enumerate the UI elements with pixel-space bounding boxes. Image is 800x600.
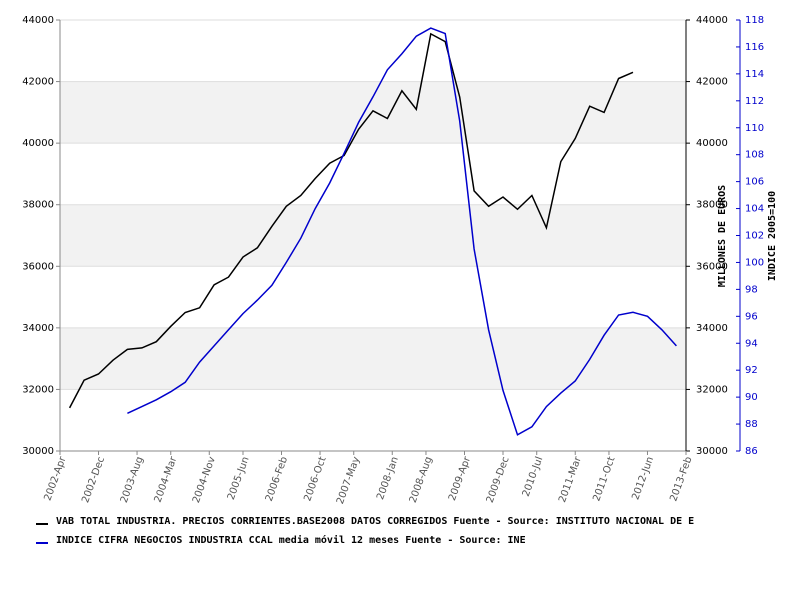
legend-label: INDICE CIFRA NEGOCIOS INDUSTRIA CCAL med… [56,534,526,546]
y2-tick-label: 94 [745,338,758,349]
x-tick-label: 2005-Jun [226,455,252,501]
x-tick-label: 2004-Nov [191,455,218,504]
y2-tick-label: 92 [745,365,758,376]
x-tick-label: 2002-Dec [80,455,107,504]
x-tick-label: 2008-Aug [408,455,435,504]
y-tick-label-right: 36000 [696,261,728,272]
x-tick-label: 2006-Feb [264,455,290,503]
y2-tick-label: 108 [745,150,764,161]
y2-tick-label: 114 [745,69,764,80]
legend-label: VAB TOTAL INDUSTRIA. PRECIOS CORRIENTES.… [56,516,694,527]
y2-tick-label: 96 [745,311,758,322]
y2-tick-label: 110 [745,123,764,134]
series-line [68,32,634,409]
y-tick-label-right: 30000 [696,446,728,457]
y2-tick-label: 98 [745,284,758,295]
x-tick-label: 2009-Apr [447,454,473,502]
y-tick-label-right: 44000 [696,15,728,26]
y2-tick-label: 102 [745,231,764,242]
grid-band [60,204,686,267]
y-axis-title: MILLONES DE EUROS [717,185,728,287]
x-tick-label: 2008-Jan [375,455,401,501]
grid-band [60,327,686,390]
x-tick-label: 2010-Jul [521,455,546,498]
x-tick-label: 2013-Feb [668,455,694,503]
series-line [127,27,677,436]
y-tick-label-right: 40000 [696,138,728,149]
y-tick-label: 30000 [22,446,54,457]
y-tick-label: 34000 [22,323,54,334]
x-tick-label: 2011-Mar [557,454,584,504]
x-tick-label: 2007-May [335,455,362,506]
x-tick-label: 2002-Apr [43,454,69,502]
y-tick-label: 32000 [22,384,54,395]
x-tick-label: 2006-Oct [302,455,328,503]
x-tick-label: 2003-Aug [119,455,146,504]
y-tick-label-right: 32000 [696,384,728,395]
y2-tick-label: 106 [745,177,764,188]
y-tick-label-right: 42000 [696,77,728,88]
y-tick-label: 36000 [22,261,54,272]
y2-tick-label: 116 [745,42,764,53]
y-tick-label-right: 38000 [696,200,728,211]
grid-band [60,81,686,144]
y2-tick-label: 112 [745,96,764,107]
y2-tick-label: 88 [745,419,758,430]
x-tick-label: 2004-Mar [153,454,180,504]
x-tick-label: 2012-Jun [630,455,656,501]
y-tick-label-right: 34000 [696,323,728,334]
y-tick-label: 40000 [22,138,54,149]
y-tick-label: 44000 [22,15,54,26]
y2-tick-label: 104 [745,204,764,215]
y-tick-label: 42000 [22,77,54,88]
y2-tick-label: 100 [745,257,764,268]
y2-axis-title: INDICE 2005=100 [767,191,778,281]
x-tick-label: 2011-Oct [591,455,617,503]
y2-tick-label: 86 [745,446,758,457]
y-tick-label: 38000 [22,200,54,211]
y2-tick-label: 118 [745,15,764,26]
x-tick-label: 2009-Dec [485,455,512,504]
y2-tick-label: 90 [745,392,758,403]
